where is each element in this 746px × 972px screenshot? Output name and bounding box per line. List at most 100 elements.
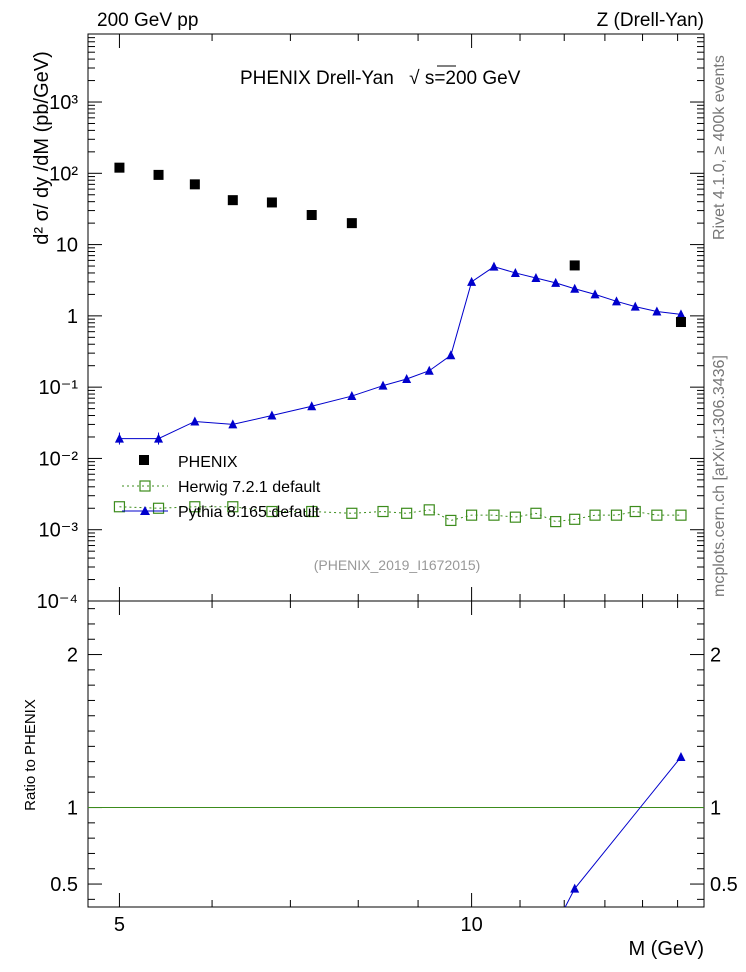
y-tick-label: 10⁻¹ [39,377,79,399]
x-tick-label: 5 [114,914,125,936]
pythia-point [402,374,412,384]
pythia-point [446,350,456,360]
herwig-point [651,509,663,521]
herwig-point [629,505,641,518]
ratio-pythia-point [570,883,580,893]
pythia-point [611,296,621,306]
pythia-point [510,267,520,277]
herwig-point [227,501,239,513]
ratio-tick-label-left: 0.5 [50,874,78,896]
pythia-point [467,276,477,286]
phenix-point [153,169,164,180]
series-layer [113,162,687,528]
phenix-point [569,260,580,271]
legend-label-herwig: Herwig 7.2.1 default [178,479,321,496]
ratio-tick-label-right: 2 [710,645,721,667]
pythia-point [652,306,662,316]
ratio-pythia-line [564,756,682,907]
phenix-point [675,317,686,328]
herwig-point [377,505,389,518]
ratio-plot: 0.5 0.5 1 1 2 2 5 10 Ratio to PHENIX [22,600,738,946]
ratio-x-ticks: 5 10 [114,601,679,936]
phenix-point [306,210,317,221]
pythia-point [114,433,124,443]
ratio-plot-frame [87,600,705,908]
pythia-point [267,410,277,420]
ratio-tick-label-right: 0.5 [710,874,738,896]
legend-marker-pythia [140,506,150,515]
legend-label-pythia: Pythia 8.165 default [178,504,320,521]
title-energy: s=200 GeV [425,68,521,89]
phenix-point [346,218,357,229]
legend-marker-phenix [139,455,149,465]
ratio-pythia-group [543,752,686,946]
ratio-y-ticks: 0.5 0.5 1 1 2 2 [50,608,738,900]
pythia-point [378,380,388,390]
pythia-point [228,419,238,429]
pythia-line [119,266,682,440]
ratio-tick-label-left: 2 [67,645,78,667]
herwig-point [445,514,457,527]
ratio-pythia-point [676,752,686,762]
pythia-point [489,261,499,271]
herwig-point [589,509,601,521]
herwig-point [189,501,201,513]
pythia-point [676,309,686,319]
herwig-point [401,507,413,519]
legend: PHENIX Herwig 7.2.1 default Pythia 8.165… [122,454,321,521]
herwig-point [465,509,478,521]
pythia-point [570,283,580,293]
title-sqrt: √ [409,68,420,89]
herwig-point [488,509,500,521]
ratio-tick-label-left: 1 [67,798,78,820]
herwig-point [610,509,623,521]
pythia-point [590,289,600,299]
main-plot: 10⁻⁴ 10⁻³ 10⁻² 10⁻¹ 1 10 10² 10³ PHENIX Drell-Y… [31,33,705,613]
x-tick-label: 10 [460,914,482,936]
pythia-point [307,401,317,411]
y-tick-label: 1 [67,306,78,328]
herwig-point [530,507,542,519]
herwig-line [119,506,681,523]
herwig-point [346,507,358,519]
phenix-point [114,162,125,173]
pythia-point [154,433,164,443]
phenix-point [189,179,200,190]
pythia-point [531,272,541,282]
header-left: 200 GeV pp [97,10,198,31]
mcplots-label: mcplots.cern.ch [arXiv:1306.3436] [711,355,728,597]
analysis-watermark: (PHENIX_2019_I1672015) [314,557,481,573]
herwig-point [423,504,435,516]
herwig-point [113,501,126,513]
pythia-point [424,365,434,375]
y-tick-label: 10 [56,235,78,257]
herwig-point [152,502,165,514]
rivet-label: Rivet 4.1.0, ≥ 400k events [711,55,728,240]
header-right: Z (Drell-Yan) [597,10,704,31]
phenix-point [227,195,238,206]
legend-label-phenix: PHENIX [178,454,238,471]
legend-marker-herwig [139,480,151,492]
ratio-pythia-point [543,937,552,946]
y-tick-label: 10⁻³ [39,520,79,542]
y-tick-label: 10³ [49,92,78,114]
herwig-point [550,515,562,528]
pythia-point [190,416,200,426]
herwig-point [306,505,318,518]
herwig-point [509,511,521,523]
herwig-point [266,505,278,518]
y-axis-label: d² σ/ dy /dM (pb/GeV) [31,51,53,245]
y-tick-label: 10⁻⁴ [37,591,78,613]
title-prefix: PHENIX Drell-Yan [240,68,394,89]
main-x-ticks [118,34,679,601]
plot-title: PHENIX Drell-Yan √ s=200 GeV [240,68,521,89]
ratio-tick-label-right: 1 [710,798,721,820]
ratio-y-axis-label: Ratio to PHENIX [22,699,39,811]
ratio-series-layer [543,752,686,946]
pythia-point [630,301,640,311]
herwig-point [675,509,687,521]
y-tick-label: 10⁻² [39,448,79,470]
herwig-point [569,513,581,525]
main-y-ticks: 10⁻⁴ 10⁻³ 10⁻² 10⁻¹ 1 10 10² 10³ [37,33,704,613]
